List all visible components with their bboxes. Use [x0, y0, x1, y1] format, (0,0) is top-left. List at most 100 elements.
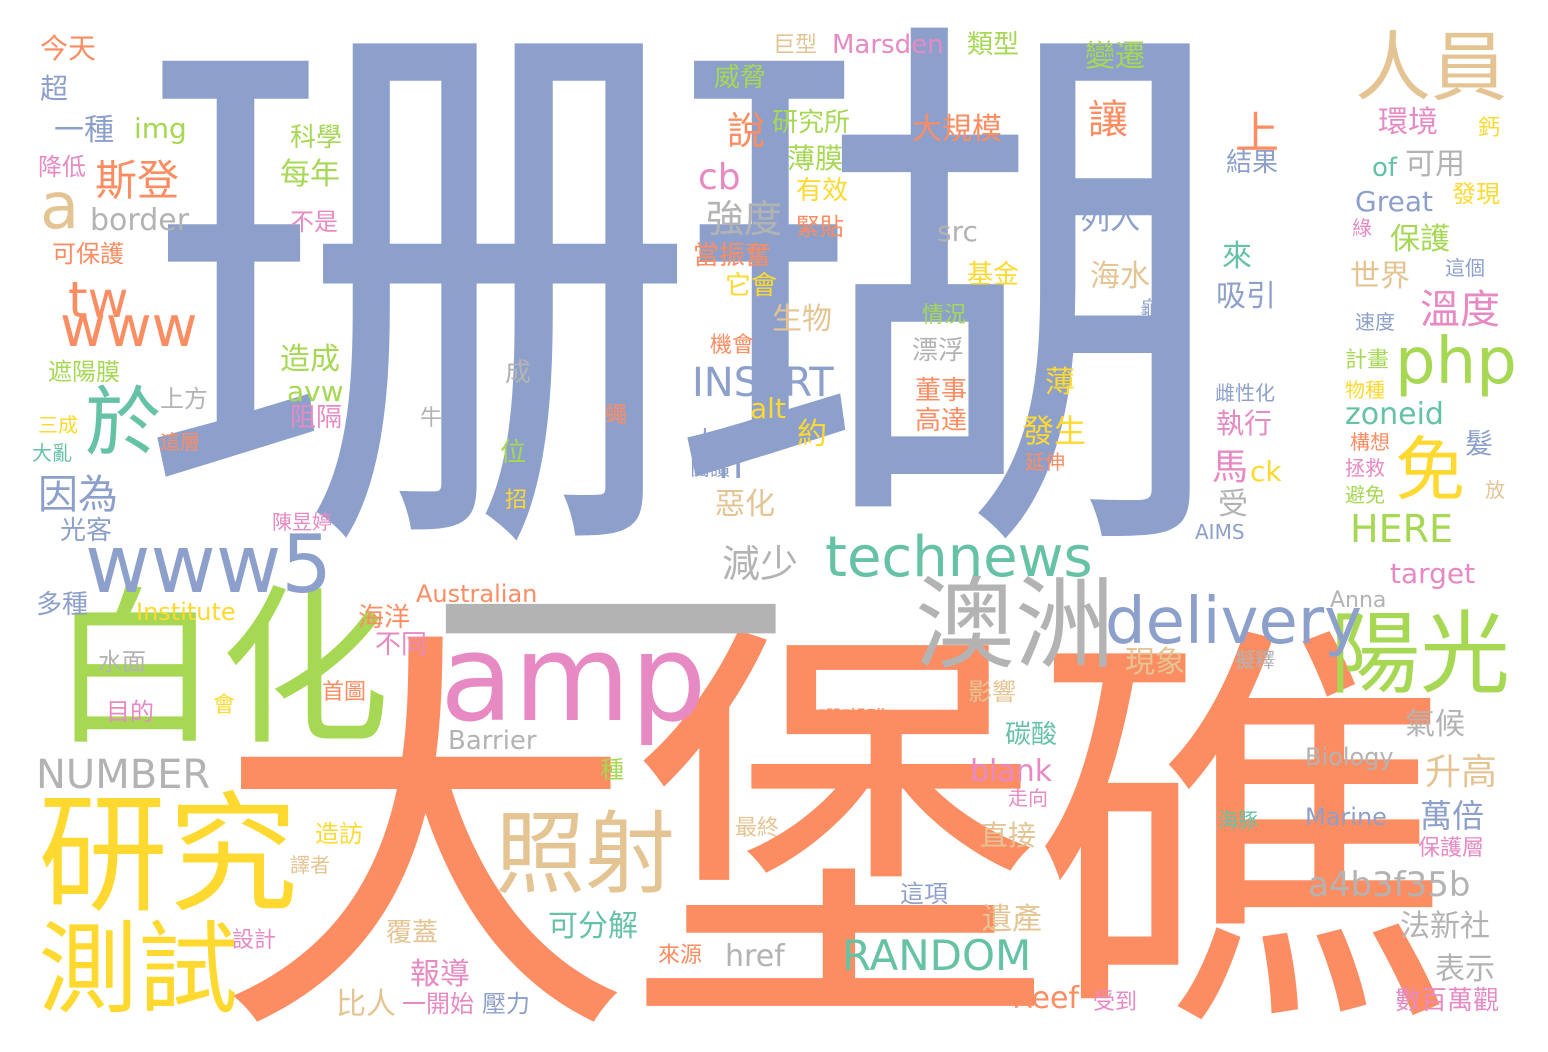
word-staffwith: 人員相: [693, 426, 765, 454]
word-institute-en: Institute: [136, 598, 236, 626]
word-toward: 走向: [1008, 786, 1048, 810]
word-number: NUMBER: [36, 752, 211, 798]
word-test: 測試: [38, 911, 238, 1028]
word-green: 綠: [1352, 216, 1372, 240]
word-delivery: delivery: [1105, 585, 1362, 659]
word-cb: cb: [698, 157, 741, 198]
word-a4b: a4b3f35b: [1308, 865, 1471, 905]
word-sunshade: 遮陽膜: [48, 358, 120, 386]
word-aims: AIMS: [1195, 520, 1245, 544]
word-because: 因為: [38, 472, 118, 518]
word-indicate: 表示: [1435, 952, 1495, 987]
word-degradable: 可分解: [548, 909, 638, 944]
word-australian: Australian: [416, 580, 538, 608]
word-attract: 吸引: [1216, 279, 1276, 314]
word-report: 報導: [410, 957, 470, 992]
word-purpose: 目的: [106, 698, 154, 726]
word-institute-zh: 研究所: [772, 108, 851, 138]
word-lightguest: 光客: [60, 516, 113, 546]
word-marine: Marine: [1305, 803, 1387, 831]
word-situation: 情況: [922, 303, 967, 328]
word-science: 科學: [290, 123, 343, 153]
word-seawater: 海水: [1090, 259, 1150, 294]
word-bio: 生物: [772, 302, 832, 337]
word-effective: 有效: [796, 176, 849, 206]
word-fang: 放: [1485, 478, 1505, 502]
word-hui: 會: [213, 693, 236, 718]
word-www5: www5: [85, 518, 333, 611]
word-blank: blank: [970, 754, 1053, 789]
word-protect: 保護: [1390, 222, 1450, 257]
word-src: src: [937, 215, 978, 248]
word-design: 設計: [232, 928, 277, 953]
word-yizhong: 一種: [54, 113, 114, 148]
word-turtle: 龜: [1140, 296, 1160, 320]
word-this-item: 這項: [900, 880, 948, 908]
word-lower: 降低: [38, 153, 86, 181]
word-temp: 溫度: [1420, 287, 1500, 333]
word-carbonate: 碳酸: [1005, 720, 1058, 750]
word-read: 閱讀: [690, 456, 730, 480]
word-today: 今天: [40, 32, 97, 65]
word-sunlight: 陽光: [1330, 602, 1510, 707]
word-here: HERE: [1350, 507, 1453, 551]
word-target: target: [1390, 557, 1476, 590]
word-of: of: [1372, 153, 1398, 183]
word-annotate: 擬釋: [1235, 648, 1275, 672]
word-random: RANDOM: [842, 931, 1032, 980]
word-director: 董事: [915, 376, 968, 406]
word-compare: 比人: [336, 987, 396, 1022]
word-zhao: 招: [505, 488, 528, 513]
word-direct: 直接: [980, 819, 1037, 852]
word-technews: technews: [825, 525, 1093, 590]
word-tw: tw: [68, 271, 129, 329]
word-extend: 延伸: [1025, 450, 1065, 474]
word-thinfilm: 薄膜: [787, 142, 844, 175]
word-zhong: 種: [600, 756, 624, 784]
word-img: img: [134, 112, 187, 145]
word-research: 研究: [38, 779, 299, 931]
word-worsen: 惡化: [715, 487, 775, 522]
word-kind: 類型: [967, 30, 1020, 60]
word-block: 阻隔: [290, 403, 343, 433]
word-bo: 薄: [1045, 365, 1075, 400]
word-fund: 基金: [967, 260, 1020, 290]
word-coral: 珊瑚: [140, 0, 1230, 626]
word-threelayer: 三成: [38, 413, 78, 437]
word-occur: 發生: [1022, 412, 1087, 450]
word-this: 這個: [1445, 256, 1485, 280]
word-speed: 速度: [1355, 310, 1395, 334]
word-border: border: [90, 203, 190, 238]
word-idea: 構想: [1350, 430, 1390, 454]
word-execute: 執行: [1216, 407, 1273, 440]
word-imitate: 造訪: [315, 820, 363, 848]
word-anna: Anna: [1330, 588, 1387, 613]
word-usable: 可用: [1405, 147, 1465, 182]
word-first: 首圖: [322, 680, 367, 705]
word-cause: 造成: [280, 342, 340, 377]
word-calcium: 鈣: [1478, 116, 1501, 141]
word-great: 大: [215, 600, 635, 1052]
word-avoid: 避免: [1345, 483, 1385, 507]
word-shou: 受: [1218, 487, 1248, 522]
word-ocean: 海洋: [358, 603, 411, 633]
word-shuo: 說: [727, 109, 766, 153]
word-listed: 列入: [1080, 202, 1140, 237]
word-itwill: 它會: [725, 271, 778, 301]
word-species: 物種: [1345, 378, 1385, 402]
word-amp: amp: [440, 610, 707, 749]
word-dolphin: 海豚: [1218, 808, 1258, 832]
word-niu: 牛: [420, 406, 443, 431]
word-chen: 陳昱婷: [272, 510, 332, 534]
word-ma: 馬: [1212, 447, 1249, 488]
word-plan: 計畫: [1345, 348, 1390, 373]
word-www: www: [60, 295, 198, 360]
word-largescale: 大規模: [912, 112, 1002, 147]
word-threat: 威脅: [714, 63, 767, 93]
word-staff: 人員: [1355, 23, 1507, 112]
word-bleach: 白化: [50, 571, 391, 769]
word-coralreef: 珊瑚礁: [818, 706, 890, 734]
word-n: n: [718, 442, 744, 488]
word-giant: 巨型: [773, 33, 818, 58]
word-begin: 一開始: [402, 990, 474, 1018]
